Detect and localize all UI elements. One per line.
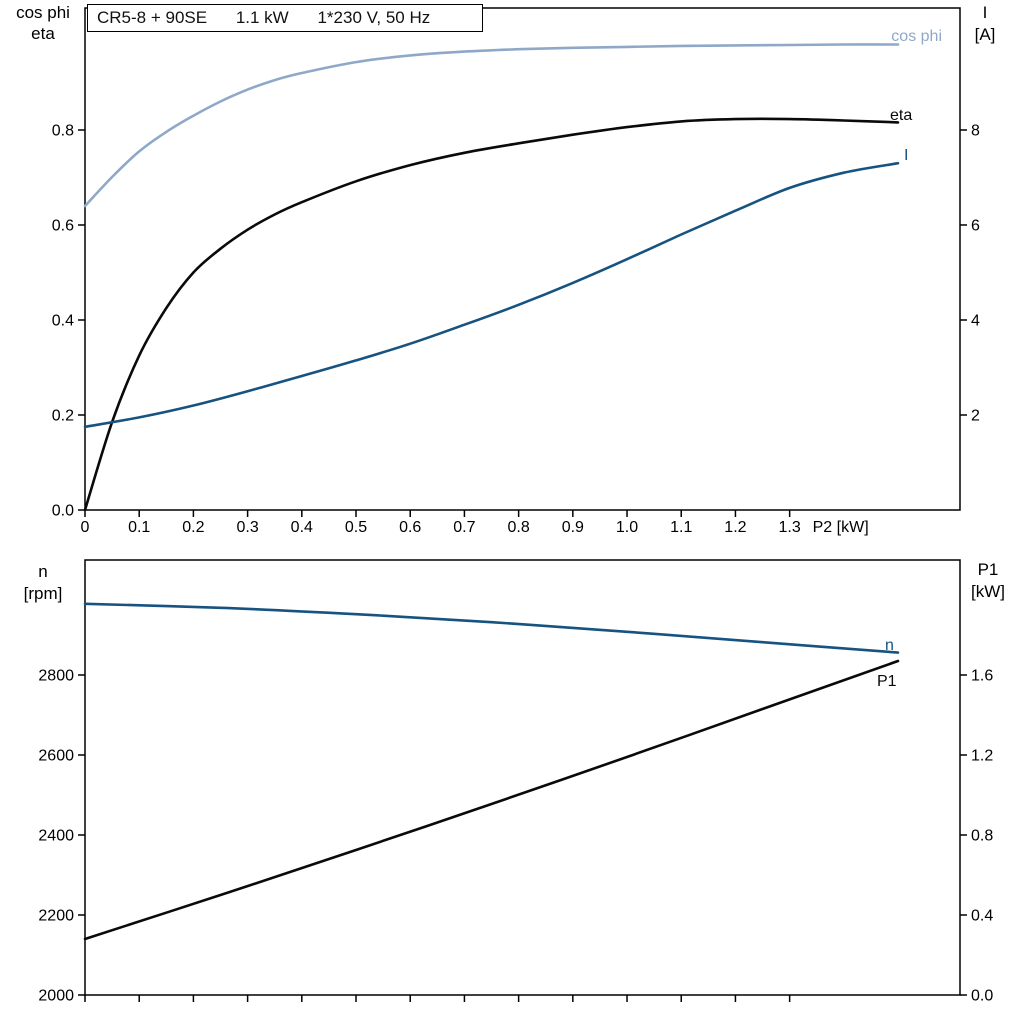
top-left-tick-label: 0.2 <box>52 407 74 424</box>
bottom-left-tick-label: 2600 <box>38 748 74 765</box>
top-left-tick-label: 0.6 <box>52 217 74 234</box>
top-x-tick-label: 1.0 <box>616 519 638 536</box>
bottom-left-tick-label: 2800 <box>38 668 74 685</box>
top-x-tick-label: 0.6 <box>399 519 421 536</box>
top-right-tick-label: 6 <box>971 217 980 234</box>
top-x-tick-label: 0.3 <box>236 519 258 536</box>
bottom-left-tick-label: 2400 <box>38 828 74 845</box>
supply-voltage: 1*230 V, 50 Hz <box>317 8 431 27</box>
top-right-tick-label: 2 <box>971 407 980 424</box>
bottom-plot-border <box>84 559 961 996</box>
bottom-right-tick-label: 0.8 <box>971 828 993 845</box>
pump-model: CR5-8 + 90SE <box>97 8 208 27</box>
top-x-tick-label: 1.1 <box>670 519 692 536</box>
curve-label-eta: eta <box>890 107 912 124</box>
bottom-right-tick-label: 0.0 <box>971 988 993 1005</box>
curve-i <box>83 161 900 429</box>
top-x-tick-label: 0.8 <box>507 519 529 536</box>
bottom-right-tick-label: 1.2 <box>971 748 993 765</box>
curve-label-i: I <box>904 147 908 164</box>
top-right-tick-label: 4 <box>971 312 980 329</box>
top-right-axis-unit-amps: [A] <box>974 25 996 44</box>
bottom-left-tick-label: 2200 <box>38 908 74 925</box>
bottom-right-tick-label: 0.4 <box>971 908 993 925</box>
curve-cos-phi <box>83 43 900 208</box>
top-left-axis-title-eta: eta <box>31 24 55 43</box>
bottom-right-tick-label: 1.6 <box>971 668 993 685</box>
top-x-tick-label: 1.3 <box>779 519 801 536</box>
curve-label-p1: P1 <box>877 673 897 690</box>
top-left-axis-title-cos-phi: cos phi <box>16 3 70 22</box>
motor-power: 1.1 kW <box>235 8 289 27</box>
bottom-left-axis-unit-rpm: [rpm] <box>23 584 63 603</box>
bottom-right-axis-title-p1: P1 <box>977 560 999 579</box>
bottom-left-tick-label: 2000 <box>38 988 74 1005</box>
curve-eta <box>83 117 900 512</box>
chart-title-box: CR5-8 + 90SE 1.1 kW 1*230 V, 50 Hz <box>87 4 483 32</box>
top-x-axis-title: P2 [kW] <box>813 519 869 536</box>
curve-label-n: n <box>885 637 894 654</box>
top-x-tick-label: 0.9 <box>562 519 584 536</box>
top-left-tick-label: 0.8 <box>52 122 74 139</box>
top-x-tick-label: 0 <box>81 519 90 536</box>
bottom-right-axis-unit-kw: [kW] <box>971 582 1005 601</box>
top-x-tick-label: 0.4 <box>291 519 313 536</box>
top-right-axis-title-current: I <box>982 3 988 22</box>
top-x-tick-label: 0.7 <box>453 519 475 536</box>
top-x-tick-label: 0.5 <box>345 519 367 536</box>
curve-label-cos-phi: cos phi <box>891 28 942 45</box>
curve-p1 <box>83 659 900 941</box>
top-left-tick-label: 0.4 <box>52 312 74 329</box>
top-right-tick-label: 8 <box>971 122 980 139</box>
top-left-tick-label: 0.0 <box>52 503 74 520</box>
top-x-tick-label: 1.2 <box>724 519 746 536</box>
top-x-tick-label: 0.2 <box>182 519 204 536</box>
top-plot-border <box>84 7 961 511</box>
bottom-left-axis-title-n: n <box>38 562 48 581</box>
curve-n <box>83 602 900 654</box>
top-x-tick-label: 0.1 <box>128 519 150 536</box>
